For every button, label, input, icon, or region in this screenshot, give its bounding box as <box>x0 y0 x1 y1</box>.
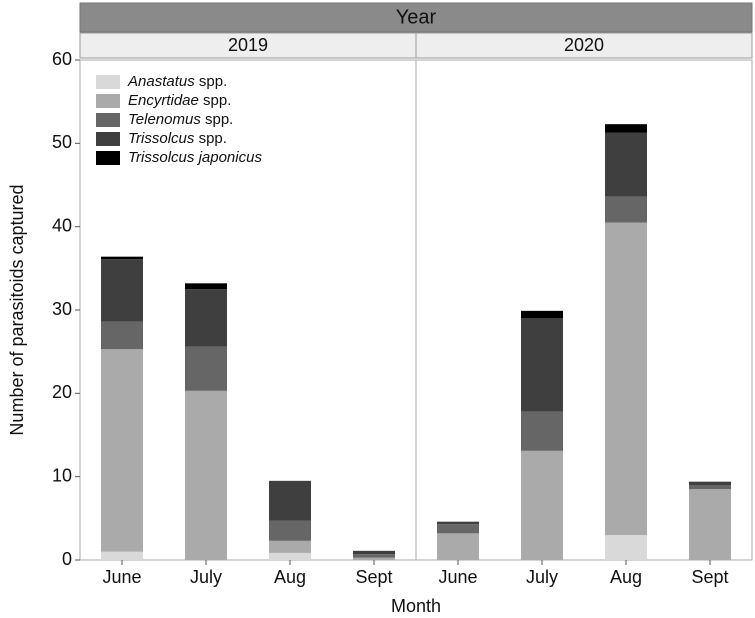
bar-segment <box>185 346 227 391</box>
bar-segment <box>437 533 479 560</box>
bar-segment <box>353 557 395 560</box>
x-tick-label: July <box>526 567 558 587</box>
legend-label: Anastatus spp. <box>127 73 227 90</box>
y-tick-label: 50 <box>52 132 72 152</box>
y-tick-label: 30 <box>52 299 72 319</box>
x-tick-label: Aug <box>610 567 642 587</box>
legend-swatch <box>96 151 120 165</box>
bar-segment <box>437 521 479 525</box>
bar-segment <box>185 289 227 347</box>
bar-segment <box>269 480 311 521</box>
bar-segment <box>605 535 647 560</box>
bar-segment <box>269 520 311 541</box>
bar-segment <box>521 411 563 451</box>
bar-segment <box>269 540 311 553</box>
panel-strip <box>415 32 753 59</box>
legend-swatch <box>96 113 120 127</box>
x-tick-label: June <box>438 567 477 587</box>
y-tick-label: 10 <box>52 465 72 485</box>
x-tick-label: June <box>102 567 141 587</box>
bar-segment <box>605 124 647 133</box>
y-axis-label: Number of parasitoids captured <box>7 184 27 435</box>
bar-segment <box>689 481 731 485</box>
x-tick-label: Aug <box>274 567 306 587</box>
legend-swatch <box>96 132 120 146</box>
bar-segment <box>605 132 647 197</box>
y-tick-label: 20 <box>52 382 72 402</box>
bar-segment <box>605 196 647 223</box>
legend-label: Trissolcus spp. <box>128 130 227 147</box>
y-tick-label: 0 <box>62 549 72 569</box>
legend-label: Trissolcus japonicus <box>128 149 262 166</box>
y-tick-label: 40 <box>52 215 72 235</box>
bar-segment <box>521 310 563 319</box>
legend-label: Telenomus spp. <box>128 111 233 128</box>
facet-header <box>79 2 753 33</box>
bar-segment <box>521 450 563 560</box>
legend-swatch <box>96 94 120 108</box>
bar-segment <box>185 390 227 560</box>
bar-segment <box>101 259 143 322</box>
legend-label: Encyrtidae spp. <box>128 92 231 109</box>
facet-title: Year <box>396 6 437 28</box>
bar-segment <box>521 318 563 412</box>
x-axis-label: Month <box>391 596 441 616</box>
bar-segment <box>353 550 395 555</box>
bar-segment <box>101 321 143 350</box>
bar-segment <box>101 349 143 552</box>
bar-segment <box>437 524 479 534</box>
legend-swatch <box>96 75 120 89</box>
bar-segment <box>689 485 731 490</box>
bar-segment <box>689 489 731 560</box>
panel-strip <box>79 32 417 59</box>
panel-title: 2020 <box>564 35 604 55</box>
bar-segment <box>605 222 647 535</box>
bar-segment <box>353 554 395 558</box>
x-tick-label: Sept <box>355 567 392 587</box>
x-tick-label: Sept <box>691 567 728 587</box>
y-tick-label: 60 <box>52 49 72 69</box>
bar-segment <box>101 256 143 260</box>
panel-title: 2019 <box>228 35 268 55</box>
bar-segment <box>101 551 143 560</box>
panel-frame <box>415 59 753 561</box>
bar-segment <box>269 552 311 560</box>
x-tick-label: July <box>190 567 222 587</box>
bar-segment <box>185 283 227 290</box>
